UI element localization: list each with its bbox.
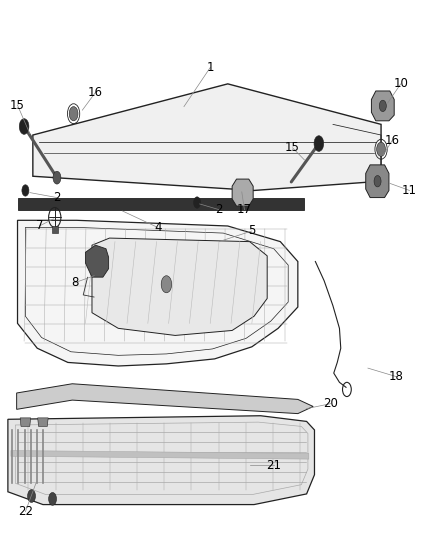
Text: 10: 10	[393, 77, 408, 91]
Circle shape	[28, 490, 35, 503]
Polygon shape	[38, 418, 48, 426]
Polygon shape	[85, 245, 109, 277]
Circle shape	[377, 142, 385, 156]
Text: 11: 11	[402, 184, 417, 197]
Text: 2: 2	[53, 191, 61, 204]
Text: 16: 16	[88, 86, 103, 99]
Text: 22: 22	[18, 505, 33, 518]
Circle shape	[22, 185, 29, 196]
Text: 15: 15	[285, 141, 300, 155]
Polygon shape	[11, 450, 309, 459]
Polygon shape	[33, 84, 381, 190]
Text: 15: 15	[10, 99, 25, 112]
Text: 17: 17	[237, 203, 252, 216]
Text: 18: 18	[389, 370, 404, 383]
Text: 21: 21	[266, 459, 281, 472]
Text: 5: 5	[248, 224, 255, 238]
Circle shape	[49, 492, 57, 505]
Circle shape	[194, 197, 201, 208]
Polygon shape	[366, 165, 389, 198]
Text: 8: 8	[71, 276, 78, 289]
Polygon shape	[18, 198, 304, 211]
Circle shape	[161, 276, 172, 293]
Text: 1: 1	[206, 61, 214, 74]
Text: 16: 16	[385, 134, 399, 147]
Circle shape	[53, 171, 61, 184]
Polygon shape	[92, 238, 267, 335]
Polygon shape	[18, 220, 298, 366]
Text: 7: 7	[35, 220, 43, 232]
Polygon shape	[52, 226, 58, 233]
Text: 2: 2	[215, 203, 223, 216]
Text: 20: 20	[323, 397, 338, 410]
Circle shape	[374, 175, 381, 187]
Circle shape	[19, 119, 29, 134]
Circle shape	[69, 107, 78, 121]
Circle shape	[314, 136, 324, 151]
Polygon shape	[371, 91, 394, 121]
Polygon shape	[8, 416, 314, 505]
Polygon shape	[20, 418, 31, 426]
Text: 4: 4	[154, 221, 162, 234]
Polygon shape	[17, 384, 313, 414]
Polygon shape	[232, 179, 253, 206]
Circle shape	[379, 100, 386, 111]
